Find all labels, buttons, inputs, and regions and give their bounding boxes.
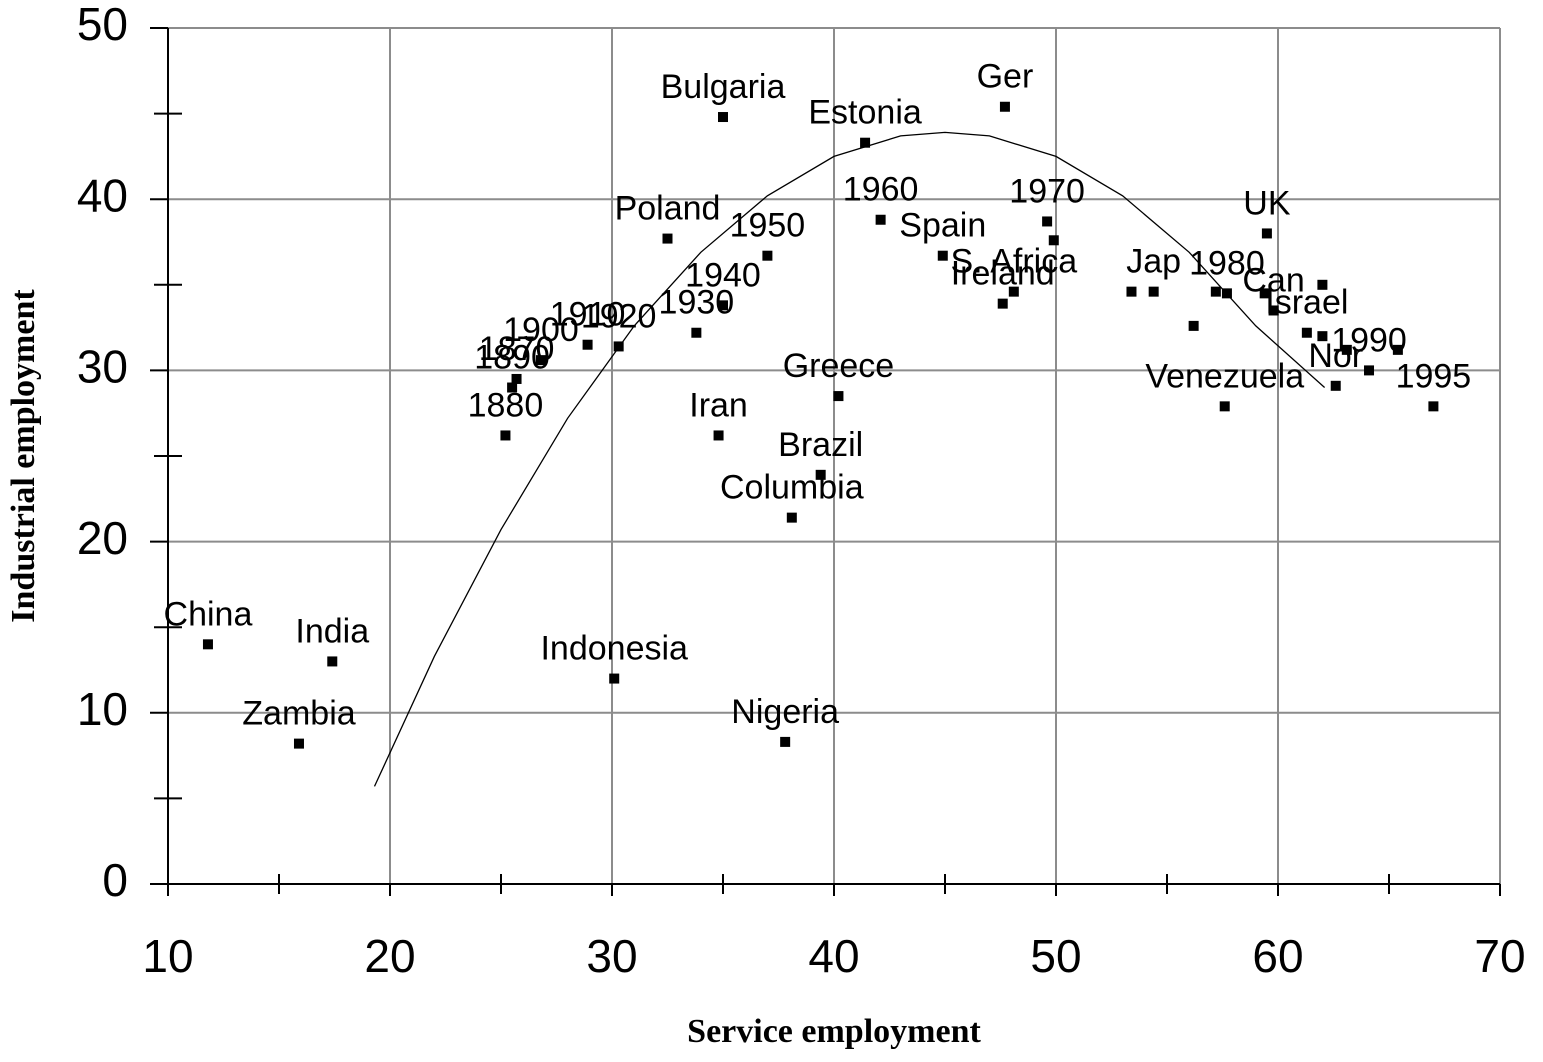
point (997, 298, 1008, 309)
point-label: S. Africa (951, 243, 1078, 281)
point (718, 112, 728, 123)
y-tick-label: 20 (77, 512, 128, 564)
point (1221, 288, 1232, 299)
point (327, 656, 338, 667)
point (500, 430, 511, 441)
x-tick-label: 30 (586, 930, 637, 982)
point-label: China (164, 595, 253, 633)
x-tick-label: 10 (142, 930, 193, 982)
point (1301, 327, 1312, 338)
point (1268, 305, 1279, 316)
point (662, 233, 673, 244)
y-tick-label: 30 (77, 341, 128, 393)
point-label: Poland (615, 190, 721, 228)
point-label: 1995 (1396, 357, 1472, 395)
point (780, 736, 791, 747)
point-label: Nigeria (731, 693, 839, 731)
point (875, 214, 886, 225)
point (511, 373, 522, 384)
point-label: 1910 (550, 296, 626, 334)
point-label: Venezuela (1145, 357, 1304, 395)
point-label: Can (1242, 261, 1304, 299)
point (1317, 331, 1328, 342)
point-label: 1960 (843, 171, 919, 209)
point-label: 1980 (1189, 244, 1265, 282)
point (1317, 279, 1328, 290)
point (1428, 401, 1439, 412)
point (1148, 286, 1159, 297)
point (507, 382, 518, 393)
point (1126, 286, 1137, 297)
point-label: 1950 (730, 207, 806, 245)
point-label: Israel (1265, 284, 1348, 322)
point-label: 1880 (468, 386, 544, 424)
x-tick-label: 60 (1252, 930, 1303, 982)
point-label: 1990 (1331, 321, 1407, 359)
point (762, 250, 773, 261)
x-tick-label: 20 (364, 930, 415, 982)
point (691, 327, 702, 338)
point-label: Zambia (242, 695, 355, 733)
point-label: Brazil (778, 426, 863, 464)
point-label: Jap (1126, 243, 1181, 281)
point-label: UK (1243, 184, 1291, 222)
y-tick-label: 50 (77, 0, 128, 50)
point (609, 673, 620, 684)
point-label: Ireland (951, 255, 1055, 293)
point (1364, 365, 1375, 376)
x-tick-label: 70 (1474, 930, 1525, 982)
point (1261, 228, 1272, 239)
point (860, 137, 871, 148)
point (1330, 380, 1341, 391)
point-label: 1920 (581, 297, 657, 335)
point (202, 639, 213, 650)
x-tick-label: 50 (1030, 930, 1081, 982)
point (1341, 344, 1352, 355)
point-label: 1940 (685, 256, 761, 294)
y-tick-label: 0 (102, 854, 128, 906)
point (1042, 216, 1053, 227)
point (582, 339, 593, 350)
point (613, 341, 624, 352)
x-axis-title: Service employment (687, 1013, 981, 1050)
point (786, 512, 797, 523)
point (713, 430, 724, 441)
point-label: Greece (783, 347, 895, 385)
point (1219, 401, 1230, 412)
point (815, 469, 826, 480)
y-tick-label: 40 (77, 169, 128, 221)
point (833, 391, 844, 402)
x-tick-label: 40 (808, 930, 859, 982)
point (1259, 288, 1270, 299)
point-label: 1970 (1009, 172, 1085, 210)
point (1008, 286, 1019, 297)
point (1188, 320, 1199, 331)
y-axis-title: Industrial employment (5, 289, 42, 623)
point-label: Indonesia (540, 630, 688, 668)
point (1048, 235, 1059, 246)
point-label: Columbia (720, 469, 864, 507)
point-label: Estonia (808, 94, 921, 132)
point-label: Nor (1308, 337, 1363, 375)
point-label: Bulgaria (661, 68, 786, 106)
point-label: India (295, 612, 369, 650)
point (1392, 344, 1403, 355)
point (999, 101, 1010, 112)
point-label: 1900 (503, 311, 579, 349)
point (937, 250, 948, 261)
point-label: Iran (689, 386, 748, 424)
point (293, 738, 304, 749)
point-label: Spain (899, 207, 986, 245)
point (718, 300, 728, 311)
y-tick-label: 10 (77, 683, 128, 735)
point (535, 355, 546, 366)
point (1210, 286, 1221, 297)
point-label: Ger (977, 58, 1034, 96)
